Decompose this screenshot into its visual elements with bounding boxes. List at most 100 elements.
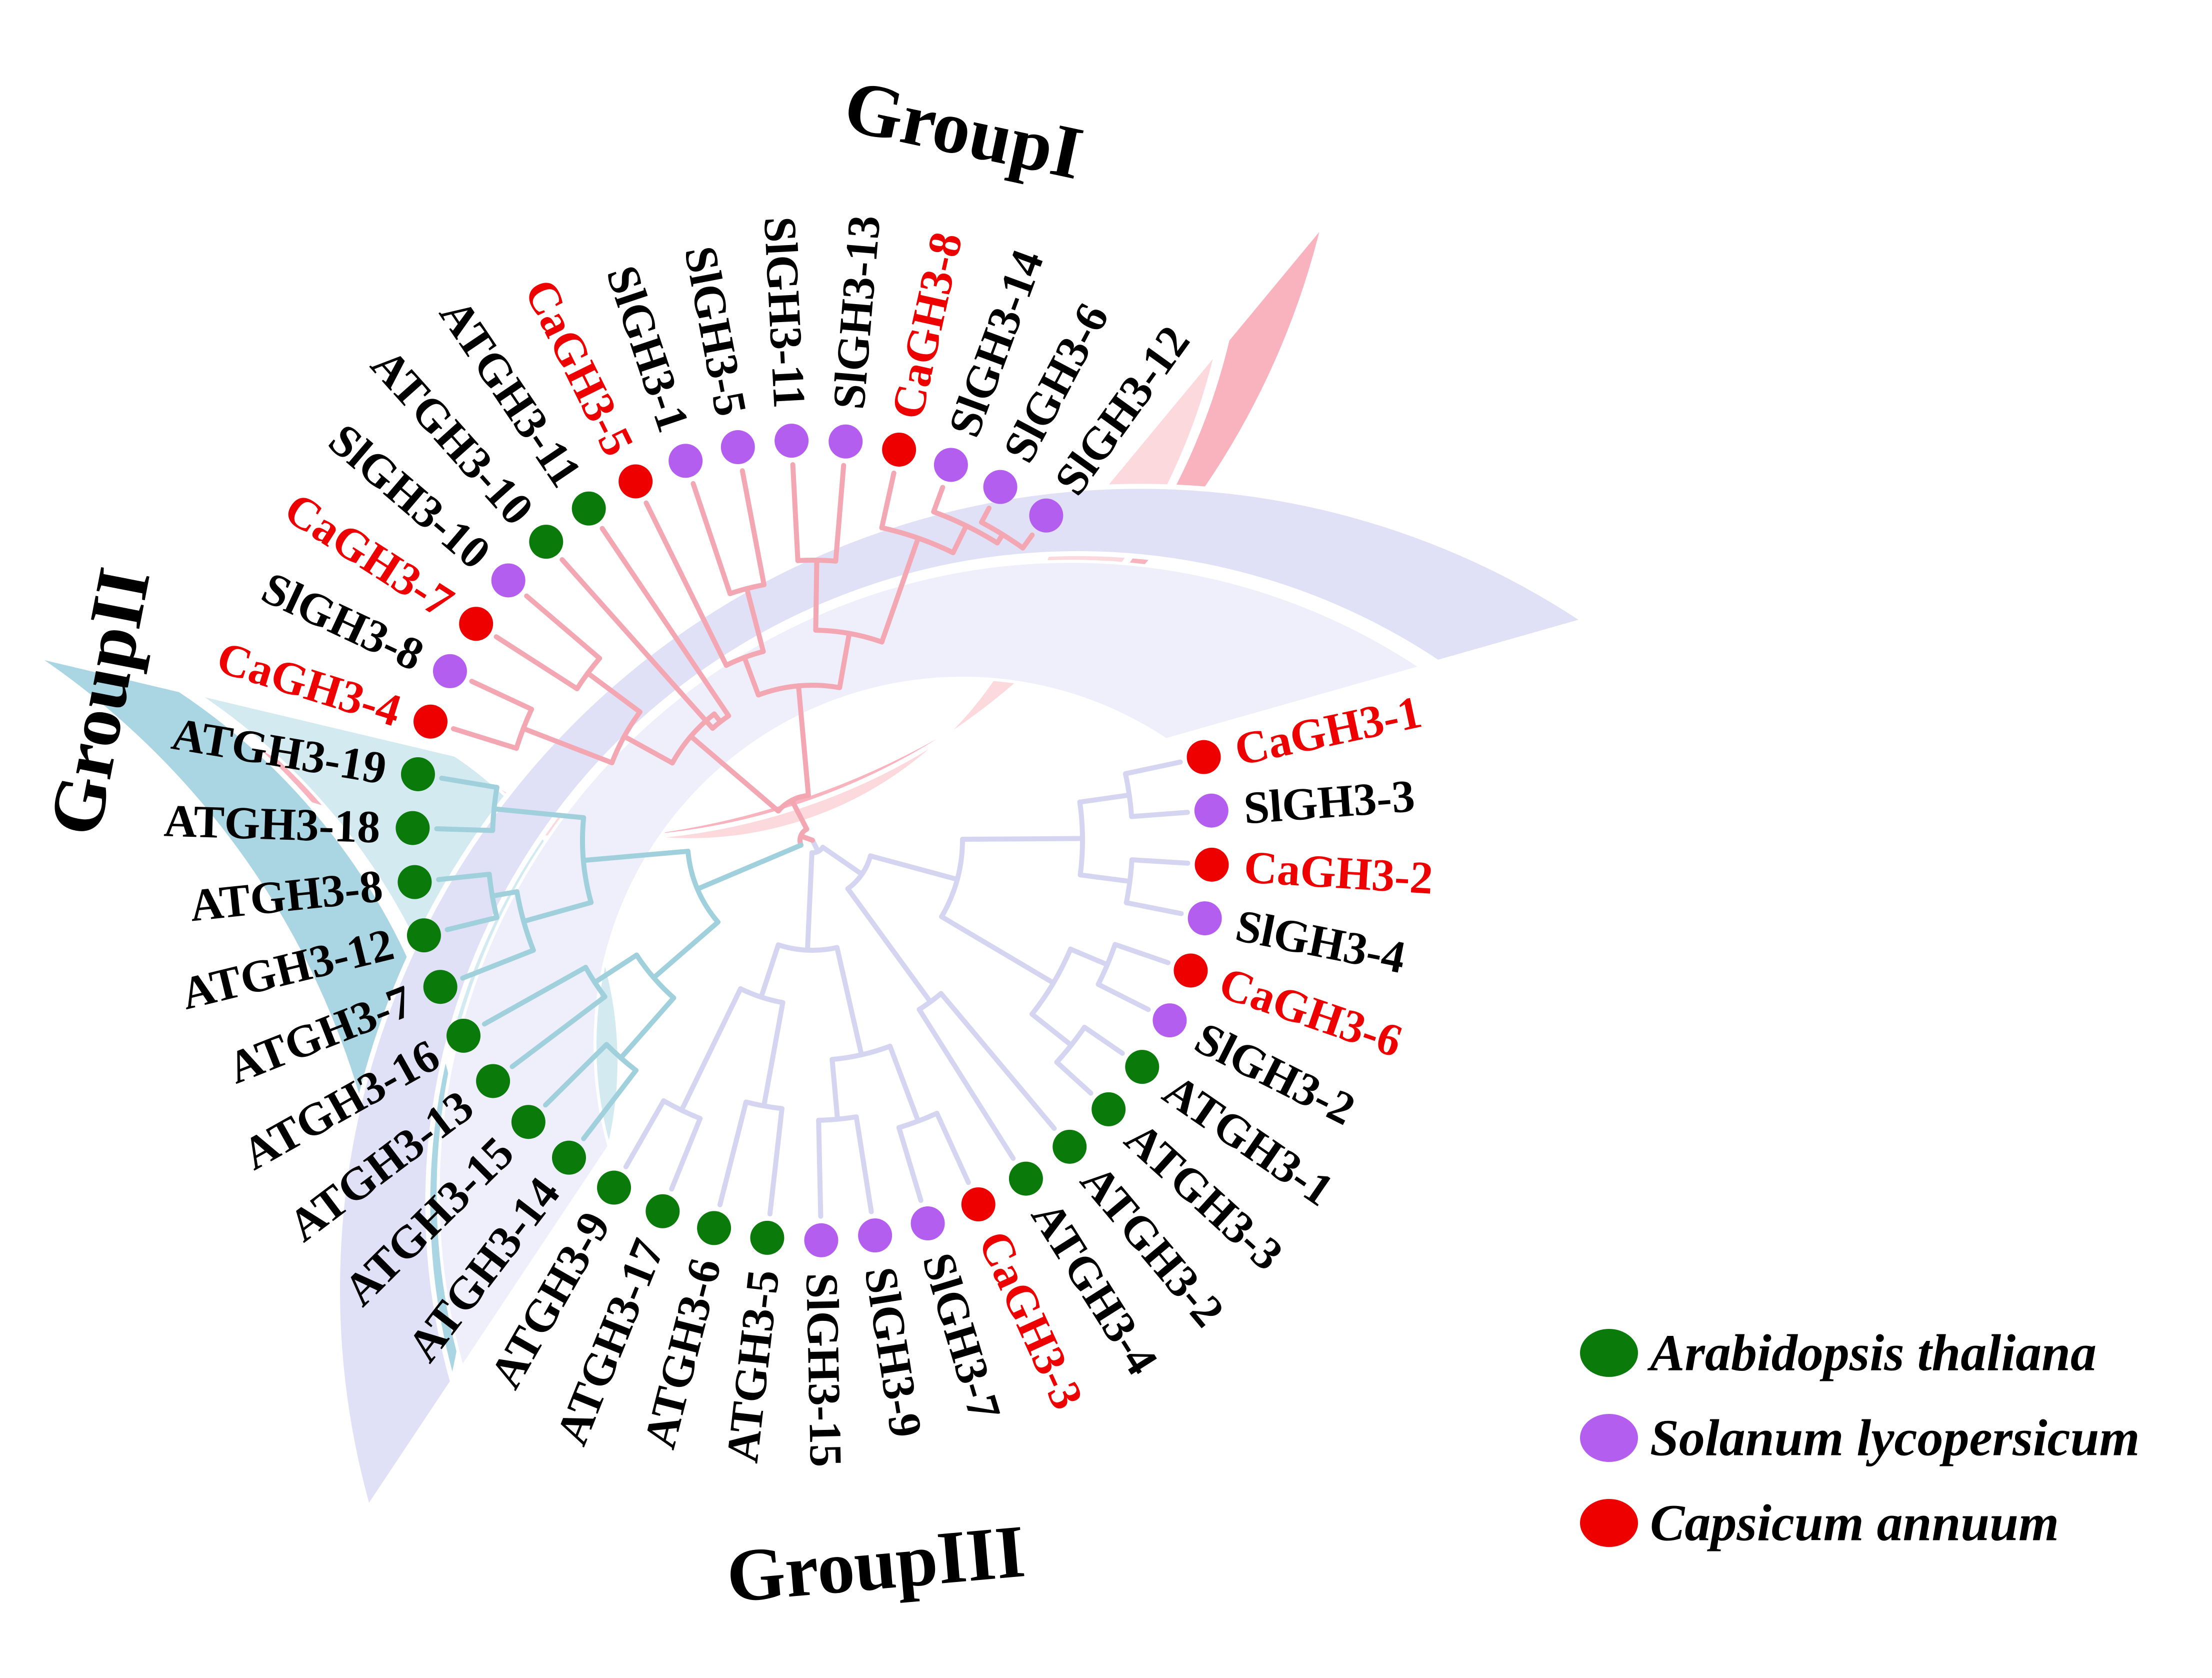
branch-arc bbox=[574, 656, 602, 692]
branch-line bbox=[460, 947, 536, 981]
branch-line bbox=[469, 679, 534, 712]
branch-line bbox=[950, 523, 969, 556]
leaf-marker-solanum bbox=[1188, 901, 1222, 936]
branch-line bbox=[1078, 872, 1132, 884]
branch-line bbox=[896, 1125, 924, 1203]
leaf-marker-arabidopsis bbox=[1008, 1161, 1043, 1196]
branch-arc bbox=[931, 509, 1000, 546]
branch-line bbox=[492, 806, 586, 820]
leaf-label: CaGH3-2 bbox=[1242, 841, 1434, 904]
leaf-marker-arabidopsis bbox=[476, 1064, 510, 1098]
group-label-g1: GroupI bbox=[838, 64, 1090, 195]
tree-branches bbox=[434, 462, 1190, 1219]
leaf-marker-arabidopsis bbox=[750, 1220, 784, 1255]
branch-line bbox=[669, 1116, 703, 1192]
leaf-marker-arabidopsis bbox=[406, 918, 441, 953]
leaf-marker-capsicum bbox=[459, 607, 494, 641]
branch-line bbox=[494, 634, 580, 692]
branch-line bbox=[1054, 1059, 1094, 1096]
branch-line bbox=[688, 734, 781, 814]
branch-line bbox=[542, 1042, 610, 1108]
leaf-label: SlGH3-13 bbox=[823, 214, 890, 412]
branch-line bbox=[482, 965, 588, 1027]
branch-line bbox=[581, 1068, 638, 1141]
leaf-label: ATGH3-5 bbox=[716, 1267, 789, 1465]
branch-line bbox=[510, 994, 608, 1069]
branch-line bbox=[651, 919, 720, 980]
branch-line bbox=[744, 586, 766, 654]
leaf-marker-solanum bbox=[828, 424, 863, 459]
branch-line bbox=[1129, 810, 1190, 819]
branch-line bbox=[758, 942, 781, 1000]
branch-line bbox=[939, 914, 1056, 986]
leaf-marker-arabidopsis bbox=[400, 757, 435, 791]
branch-line bbox=[585, 670, 642, 715]
legend-swatch-capsicum bbox=[1580, 1499, 1638, 1547]
branch-line bbox=[879, 535, 921, 645]
g3-inner-band bbox=[436, 560, 1424, 1371]
branch-line bbox=[623, 1098, 666, 1169]
branch-arc bbox=[756, 682, 842, 698]
leaf-marker-solanum bbox=[491, 563, 526, 598]
branch-arc bbox=[845, 853, 873, 891]
leaf-marker-capsicum bbox=[1194, 847, 1229, 882]
leaf-marker-solanum bbox=[910, 1206, 945, 1241]
legend: Arabidopsis thaliana Solanum lycopersicum… bbox=[1580, 1324, 2140, 1552]
legend-label-arabidopsis: Arabidopsis thaliana bbox=[1647, 1324, 2096, 1382]
branch-line bbox=[600, 526, 732, 719]
branch-line bbox=[837, 631, 852, 690]
branch-line bbox=[789, 798, 810, 832]
branch-line bbox=[790, 462, 800, 563]
leaf-marker-arabidopsis bbox=[1092, 1092, 1126, 1126]
branch-line bbox=[622, 734, 675, 766]
branch-line bbox=[1129, 857, 1190, 866]
branch-arc bbox=[634, 952, 676, 1001]
leaf-label: ATGH3-18 bbox=[163, 795, 381, 852]
leaf-label: SlGH3-9 bbox=[855, 1263, 932, 1440]
branch-arc bbox=[1054, 1024, 1087, 1065]
group-label-g3: GroupIII bbox=[724, 1509, 1028, 1618]
branch-arc bbox=[514, 889, 536, 953]
branch-arc bbox=[776, 942, 840, 953]
branch-arc bbox=[830, 1043, 892, 1062]
branch-line bbox=[1030, 1011, 1074, 1048]
branch-line bbox=[742, 655, 761, 698]
branch-line bbox=[916, 1007, 1016, 1161]
branch-line bbox=[434, 826, 496, 833]
leaf-marker-solanum bbox=[1029, 498, 1064, 533]
branch-line bbox=[1123, 759, 1183, 776]
leaf-marker-arabidopsis bbox=[511, 1105, 546, 1139]
branch-line bbox=[830, 1057, 840, 1122]
branch-line bbox=[644, 500, 729, 668]
branch-line bbox=[868, 853, 960, 882]
branch-line bbox=[560, 557, 716, 731]
branch-line bbox=[592, 952, 640, 985]
branch-arc bbox=[879, 525, 956, 556]
branch-line bbox=[450, 726, 519, 751]
leaf-marker-arabidopsis bbox=[646, 1194, 680, 1228]
branch-line bbox=[845, 886, 933, 1005]
branch-line bbox=[938, 991, 1057, 1131]
branch-arc bbox=[661, 1098, 703, 1121]
branch-arc bbox=[609, 709, 642, 766]
branch-line bbox=[854, 1114, 874, 1214]
leaf-markers bbox=[396, 424, 1229, 1257]
leaf-marker-arabidopsis bbox=[697, 1211, 732, 1245]
branch-line bbox=[1068, 946, 1110, 967]
leaf-marker-solanum bbox=[432, 654, 467, 688]
branch-line bbox=[444, 915, 500, 932]
branch-arc bbox=[670, 711, 717, 766]
leaf-label: SlGH3-3 bbox=[1242, 770, 1416, 834]
branch-line bbox=[979, 506, 992, 525]
leaf-marker-arabidopsis bbox=[1125, 1050, 1160, 1084]
branch-arc bbox=[685, 848, 720, 925]
leaf-marker-solanum bbox=[668, 444, 703, 478]
branch-line bbox=[879, 470, 896, 531]
branch-arc bbox=[816, 1114, 859, 1123]
branch-line bbox=[1096, 982, 1151, 1012]
leaf-marker-solanum bbox=[774, 424, 809, 458]
leaf-marker-capsicum bbox=[961, 1187, 996, 1221]
branch-line bbox=[740, 468, 767, 588]
leaf-marker-arabidopsis bbox=[423, 970, 458, 1004]
branch-line bbox=[694, 842, 804, 892]
